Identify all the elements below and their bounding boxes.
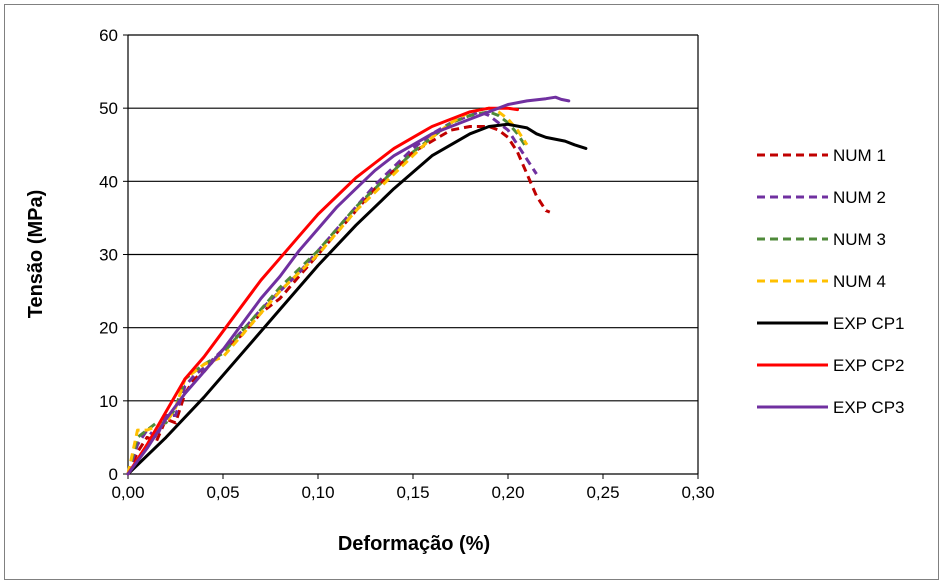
legend-label-num-1: NUM 1: [833, 146, 886, 165]
series-lines: [126, 95, 588, 476]
legend-label-exp-cp3: EXP CP3: [833, 398, 905, 417]
gridlines: [128, 34, 698, 402]
series-line-exp-cp2: [126, 106, 519, 476]
x-tick-label: 0,05: [206, 483, 239, 502]
x-tick-label: 0,15: [396, 483, 429, 502]
y-tick-label: 50: [99, 99, 118, 118]
series-line-num-2: [126, 110, 538, 475]
y-tick-label: 0: [109, 465, 118, 484]
x-tick-label: 0,20: [491, 483, 524, 502]
legend: NUM 1 NUM 2 NUM 3 NUM 4 EXP CP1 EXP CP2 EXP CP…: [757, 146, 905, 417]
y-tick-label: 60: [99, 26, 118, 45]
legend-label-exp-cp1: EXP CP1: [833, 314, 905, 333]
x-tick-label: 0,00: [111, 483, 144, 502]
legend-label-exp-cp2: EXP CP2: [833, 356, 905, 375]
y-tick-label: 10: [99, 392, 118, 411]
x-tick-label: 0,25: [586, 483, 619, 502]
x-tick-label: 0,10: [301, 483, 334, 502]
series-line-exp-cp3: [126, 95, 571, 476]
series-line-exp-cp1: [126, 122, 588, 476]
axes: [123, 34, 699, 479]
chart-frame: [4, 4, 939, 580]
x-tick-label: 0,30: [681, 483, 714, 502]
legend-label-num-4: NUM 4: [833, 272, 886, 291]
y-tick-label: 20: [99, 319, 118, 338]
legend-label-num-3: NUM 3: [833, 230, 886, 249]
y-axis-title: Tensão (MPa): [25, 190, 47, 319]
y-tick-label: 40: [99, 172, 118, 191]
series-line-num-4: [126, 106, 529, 475]
series-line-num-1: [126, 125, 551, 475]
x-tick-labels: 0,00 0,05 0,10 0,15 0,20 0,25 0,30: [111, 483, 714, 502]
series-line-num-3: [126, 110, 529, 475]
x-axis-title: Deformação (%): [338, 533, 490, 555]
legend-label-num-2: NUM 2: [833, 188, 886, 207]
y-tick-labels: 0 10 20 30 40 50 60: [99, 26, 118, 484]
y-tick-label: 30: [99, 246, 118, 265]
